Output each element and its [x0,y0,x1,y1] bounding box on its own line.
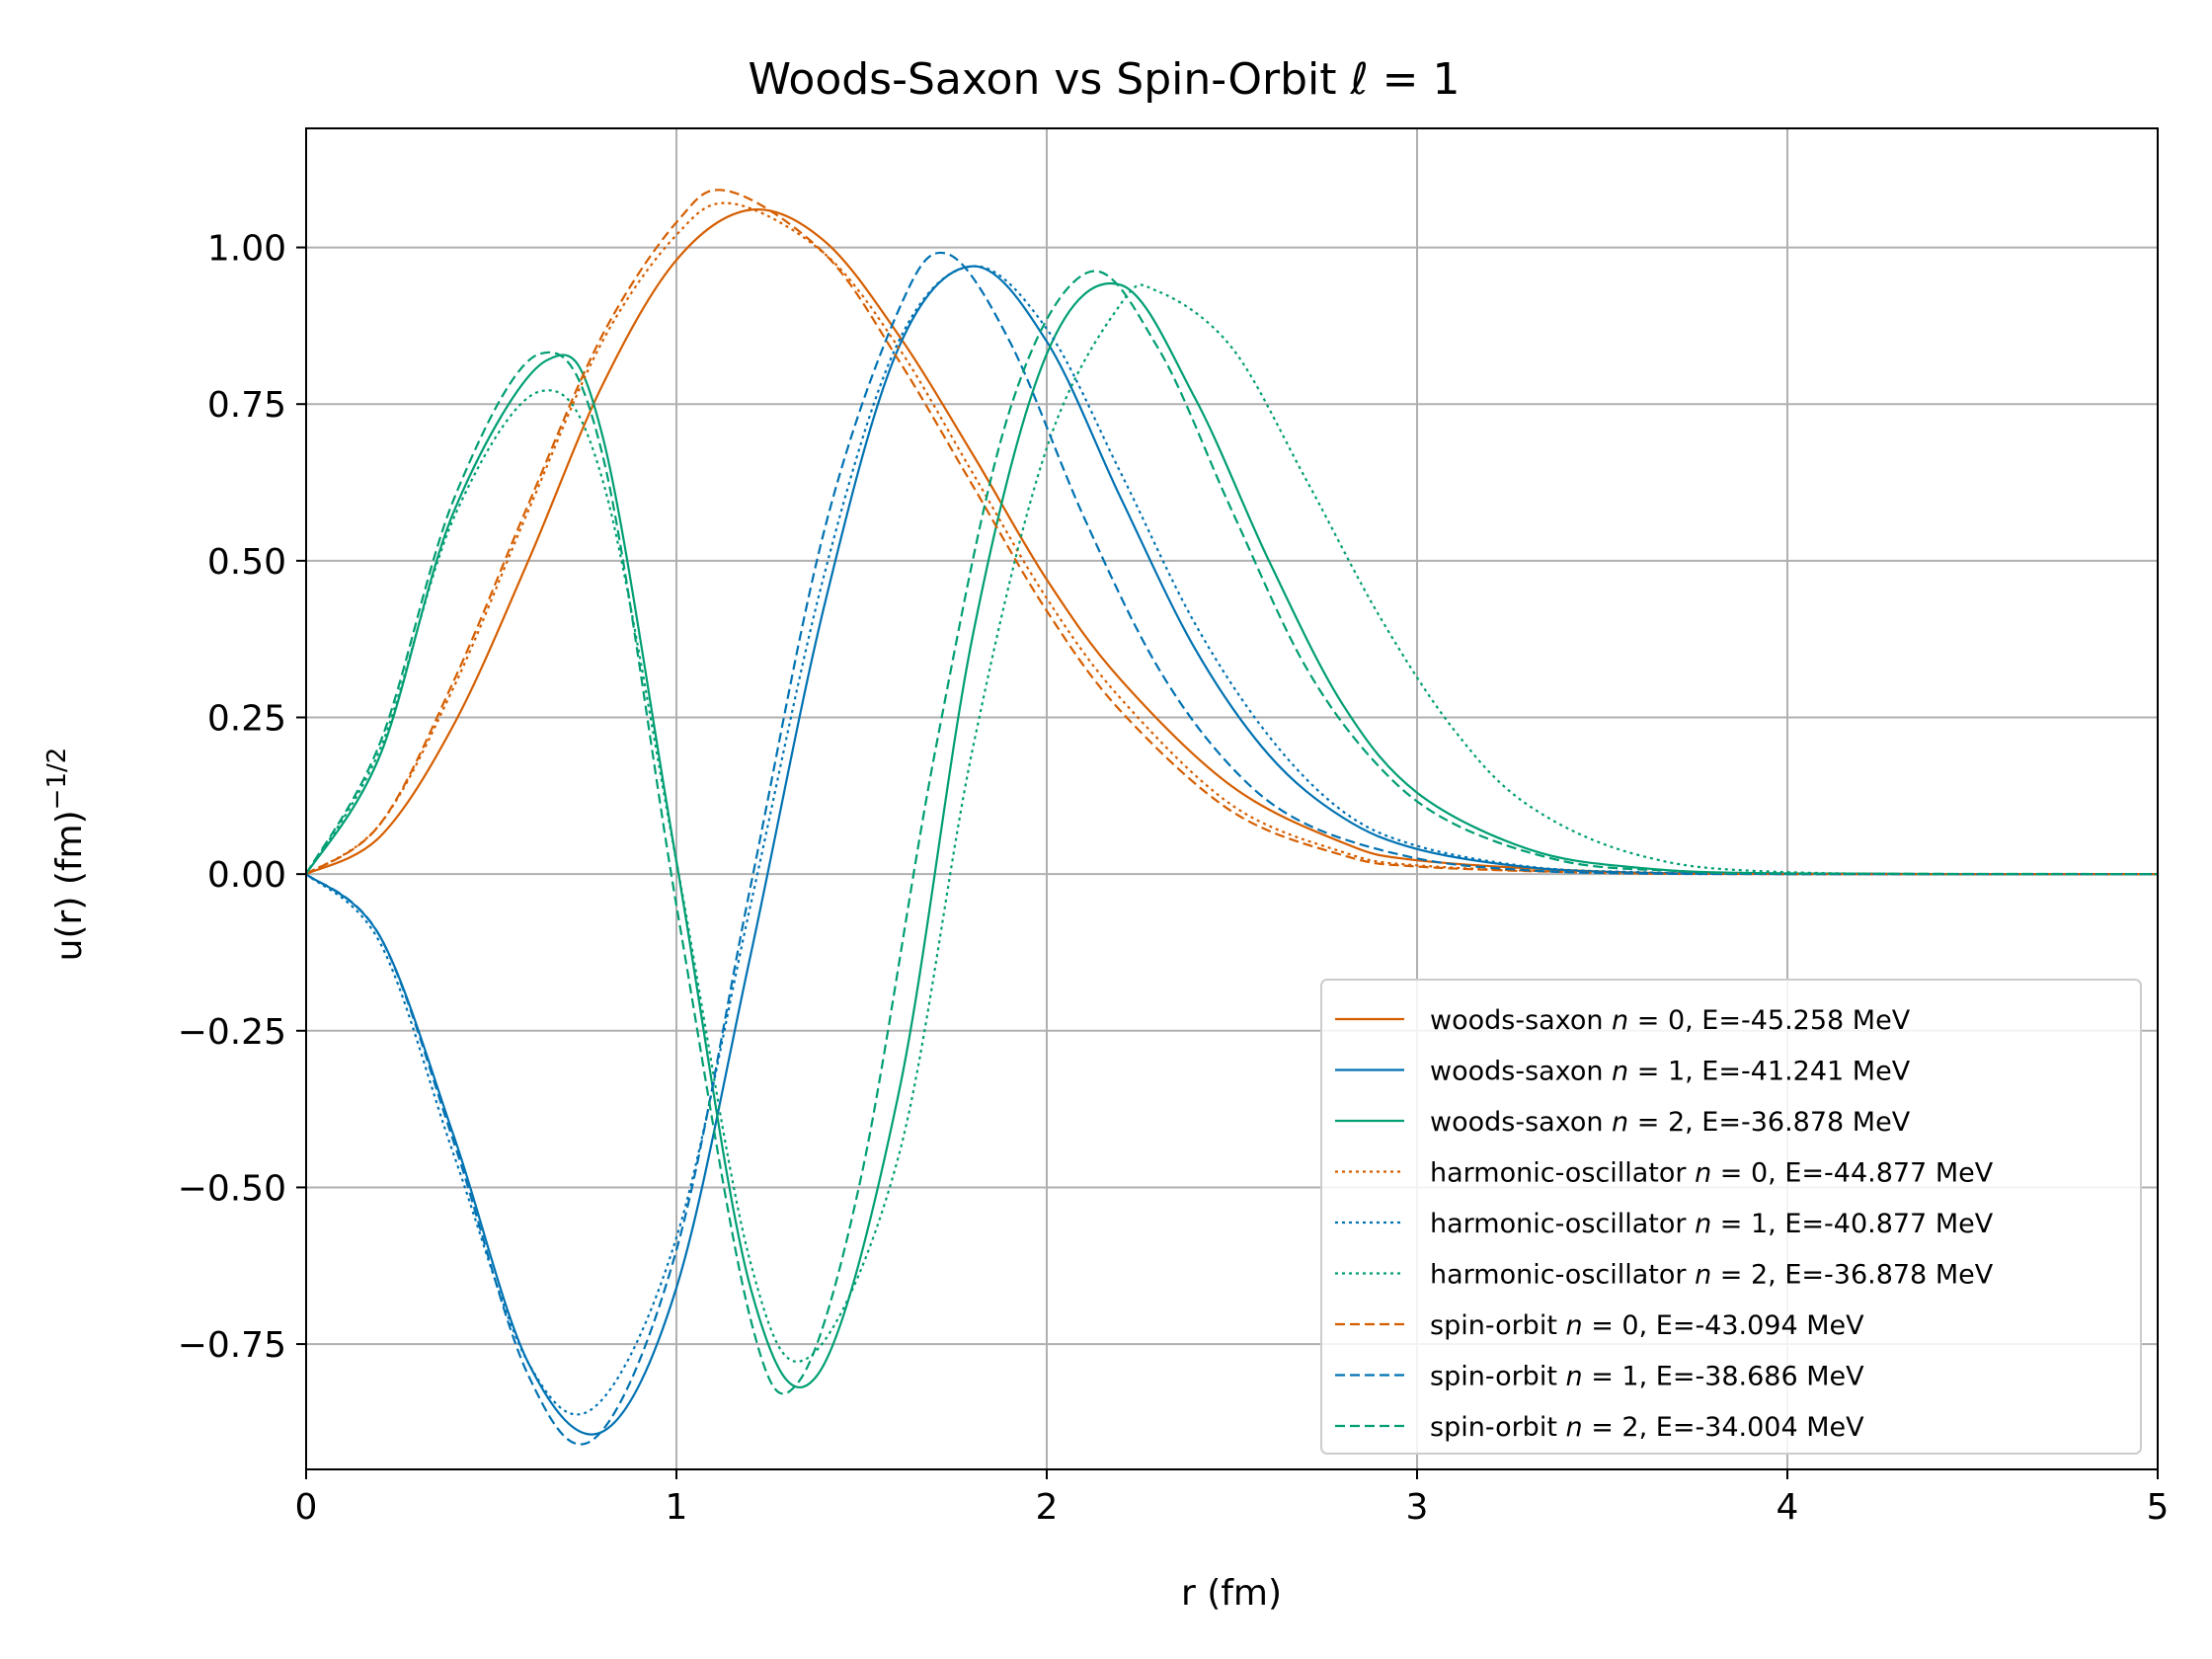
x-tick-label: 0 [295,1487,318,1528]
x-axis-label: r (fm) [1181,1573,1282,1614]
series-line [305,251,2159,1446]
x-tick-label: 2 [1036,1487,1059,1528]
legend-label: woods-saxon n = 1, E=-41.241 MeV [1430,1057,1911,1087]
y-tick-label: −0.50 [178,1168,286,1209]
axes-frame [305,127,2159,1470]
y-tick-label: −0.25 [178,1012,286,1053]
legend-label: harmonic-oscillator n = 1, E=-40.877 MeV [1430,1209,1994,1239]
legend-frame [1320,979,2142,1455]
legend: woods-saxon n = 0, E=-45.258 MeV woods-sa… [1320,979,2142,1455]
series-line [305,281,2159,1388]
legend-label: woods-saxon n = 2, E=-36.878 MeV [1430,1107,1911,1138]
x-axis: 0 1 2 3 4 5 [295,1469,2170,1528]
legend-label: woods-saxon n = 0, E=-45.258 MeV [1430,1005,1911,1036]
legend-label: harmonic-oscillator n = 2, E=-36.878 MeV [1430,1260,1994,1291]
y-tick-label: 0.00 [207,855,286,896]
y-tick-label: −0.75 [178,1325,286,1366]
x-tick-label: 4 [1777,1487,1799,1528]
x-tick-label: 3 [1406,1487,1429,1528]
y-tick-label: 0.25 [207,699,286,740]
y-axis-label: u(r) (fm)−1/2 [42,748,90,962]
plot-lines [305,189,2159,1446]
chart-title: Woods-Saxon vs Spin-Orbit ℓ = 1 [748,54,1460,105]
series-line [305,265,2159,1416]
series-line [305,270,2159,1395]
x-tick-label: 5 [2147,1487,2170,1528]
y-axis: 1.00 0.75 0.50 0.25 0.00 −0.25 −0.50 −0.75 [178,229,306,1366]
legend-label: spin-orbit n = 0, E=-43.094 MeV [1430,1310,1864,1341]
legend-label: spin-orbit n = 2, E=-34.004 MeV [1430,1412,1864,1443]
legend-label: harmonic-oscillator n = 0, E=-44.877 MeV [1430,1158,1994,1189]
y-tick-label: 0.50 [207,542,286,583]
y-tick-label: 0.75 [207,385,286,426]
x-tick-label: 1 [666,1487,688,1528]
legend-label: spin-orbit n = 1, E=-38.686 MeV [1430,1362,1864,1392]
y-tick-label: 1.00 [207,229,286,270]
